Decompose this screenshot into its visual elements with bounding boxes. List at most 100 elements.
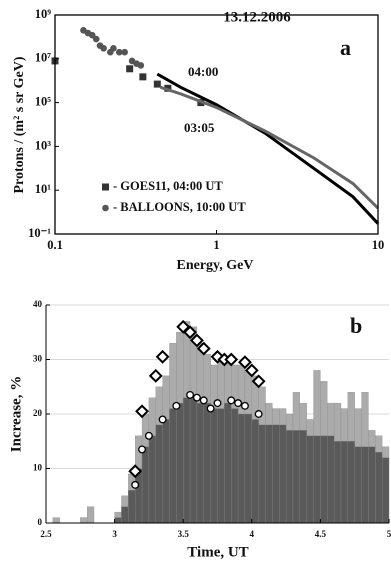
data-point (238, 355, 252, 370)
histogram-bar (128, 490, 136, 524)
panel-label-box (343, 312, 373, 342)
histogram-bar (52, 517, 60, 524)
histogram-bar (320, 435, 328, 524)
y-tick-label: 10¹ (35, 182, 52, 196)
histogram-bar (272, 424, 280, 524)
histogram-bar (375, 451, 383, 524)
data-point (92, 35, 100, 43)
x-tick-label: 4.5 (315, 529, 327, 539)
data-point (153, 80, 161, 88)
data-point (131, 480, 140, 489)
histogram-bar (80, 517, 88, 524)
histogram-bar (340, 441, 348, 524)
histogram-bar (292, 430, 300, 524)
histogram-bar (354, 446, 362, 524)
data-point (234, 399, 243, 408)
data-point (190, 333, 204, 348)
data-point (158, 415, 167, 424)
curve (156, 72, 380, 225)
histogram-bar (299, 430, 307, 524)
chart-title: 13.12.2006 (223, 9, 291, 25)
histogram-bar (258, 424, 266, 524)
data-point (183, 325, 197, 340)
y-tick-label: 30 (33, 354, 43, 364)
y-tick-label: 10⁷ (35, 51, 52, 65)
y-axis-label: Protons / (m² s sr GeV) (12, 56, 27, 193)
data-point (199, 396, 208, 405)
data-point (155, 349, 170, 364)
histogram-bar (148, 435, 156, 524)
histogram-bar (141, 446, 150, 524)
histogram-bar (361, 446, 369, 524)
histogram-bar (217, 408, 225, 524)
data-point (121, 48, 128, 56)
legend-marker (102, 204, 109, 212)
histogram-bar (313, 435, 321, 524)
data-point (148, 368, 163, 383)
data-point (139, 73, 147, 81)
data-point (128, 464, 143, 479)
data-point (254, 410, 263, 418)
y-tick-label: 10³ (35, 138, 52, 152)
histogram-bar (169, 408, 177, 524)
data-point (100, 45, 107, 52)
data-point (135, 404, 149, 419)
histogram-bar (176, 402, 184, 524)
y-tick-label: 10⁹ (35, 7, 52, 21)
legend-label: - BALLOONS, 10:00 UT (113, 200, 246, 214)
data-point (251, 374, 266, 389)
histogram-bar (189, 397, 198, 524)
histogram-bar (155, 424, 163, 524)
x-axis-label: Time, UT (187, 544, 248, 560)
data-point (115, 48, 123, 56)
histogram-bar (265, 424, 273, 524)
histogram-bar (251, 419, 259, 524)
x-tick-label: 10 (372, 238, 385, 252)
data-point (172, 401, 181, 410)
data-point (126, 65, 134, 73)
histogram-bar (210, 408, 218, 524)
curve (160, 85, 380, 210)
legend-label: - GOES11, 04:00 UT (113, 179, 223, 193)
histogram-bar (285, 430, 294, 524)
data-point (240, 401, 249, 410)
y-tick-label: 10 (33, 463, 43, 473)
data-point (110, 45, 117, 52)
y-tick-label: 10⁻¹ (28, 226, 51, 240)
y-tick-label: 0 (38, 517, 43, 527)
data-point (144, 431, 153, 440)
data-point (196, 341, 211, 356)
histogram-bar (224, 402, 232, 524)
histogram-bar (306, 435, 314, 524)
x-tick-label: 4 (250, 529, 255, 539)
legend-marker (102, 183, 109, 191)
histogram-bar (347, 441, 355, 524)
histogram-bar (203, 402, 211, 524)
y-tick-label: 10⁵ (35, 94, 52, 108)
data-point (206, 404, 215, 413)
histogram-bar (327, 435, 335, 524)
histogram-bar (244, 413, 252, 524)
annotation: 04:00 (188, 64, 218, 79)
annotation: 03:05 (184, 120, 215, 135)
panel-label: b (350, 313, 362, 338)
data-point (186, 390, 195, 399)
data-point (227, 396, 236, 405)
data-point (192, 393, 201, 402)
x-tick-label: 3 (112, 529, 117, 539)
histogram-bar (333, 441, 342, 524)
panel-label: a (340, 35, 351, 60)
histogram-bar (237, 413, 246, 524)
x-tick-label: 3.5 (178, 529, 190, 539)
histogram-bar (196, 402, 204, 524)
data-point (224, 352, 239, 367)
x-axis-label: Energy, GeV (177, 258, 254, 273)
data-point (137, 62, 145, 69)
histogram-bar (381, 457, 390, 524)
x-tick-label: 2.5 (40, 529, 52, 539)
x-tick-label: 1 (213, 238, 219, 252)
x-tick-label: 5 (387, 529, 391, 539)
histogram-bar (183, 397, 191, 524)
data-point (213, 399, 222, 408)
